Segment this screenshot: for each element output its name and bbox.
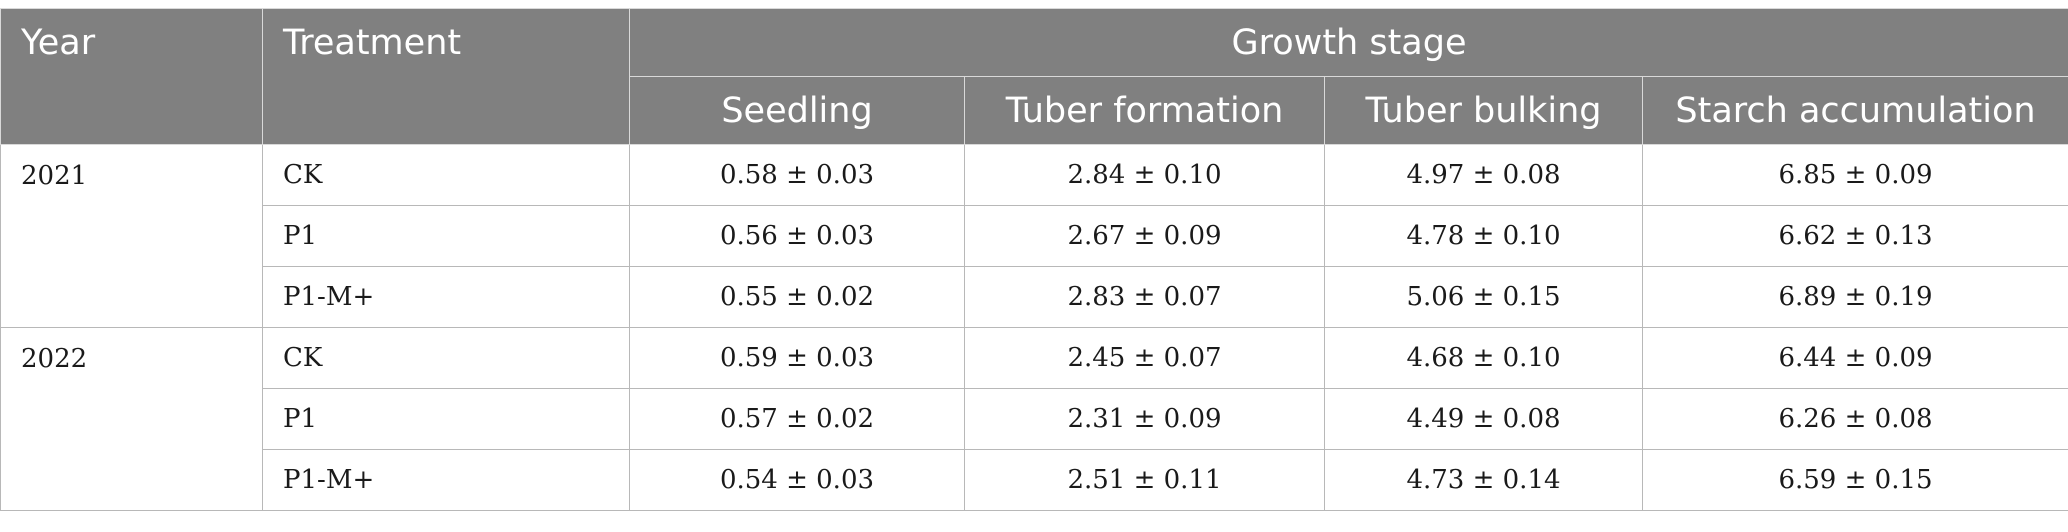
header-year: Year: [0, 8, 263, 145]
header-stage-starch-accumulation: Starch accumulation: [1641, 76, 2068, 145]
year-cell: 2022: [0, 327, 263, 511]
value-cell: 6.44 ± 0.09: [1641, 327, 2068, 389]
treatment-cell: P1-M+: [262, 449, 630, 511]
value-cell: 6.59 ± 0.15: [1641, 449, 2068, 511]
table-row: 2021 CK 0.58 ± 0.03 2.84 ± 0.10 4.97 ± 0…: [0, 144, 2068, 328]
header-treatment: Treatment: [262, 8, 630, 145]
value-cell: 0.55 ± 0.02: [629, 266, 965, 328]
table-row: 2022 CK 0.59 ± 0.03 2.45 ± 0.07 4.68 ± 0…: [0, 327, 2068, 511]
value-cell: 6.26 ± 0.08: [1641, 388, 2068, 450]
value-cell: 0.58 ± 0.03: [629, 144, 965, 206]
value-cell: 4.78 ± 0.10: [1324, 205, 1643, 267]
header-row-1: Year Treatment Growth stage: [0, 8, 2068, 145]
header-stage-tuber-bulking: Tuber bulking: [1324, 76, 1643, 145]
value-cell: 4.68 ± 0.10: [1324, 327, 1643, 389]
header-row-2: Seedling Tuber formation Tuber bulking S…: [1, 76, 2068, 145]
value-cell: 4.49 ± 0.08: [1324, 388, 1643, 450]
treatment-cell: CK: [262, 327, 630, 389]
table-body: 2021 CK 0.58 ± 0.03 2.84 ± 0.10 4.97 ± 0…: [0, 144, 2068, 511]
value-cell: 4.97 ± 0.08: [1324, 144, 1643, 206]
growth-stage-table: Year Treatment Growth stage Seedling Tub…: [0, 8, 2068, 511]
value-cell: 0.54 ± 0.03: [629, 449, 965, 511]
value-cell: 2.31 ± 0.09: [964, 388, 1325, 450]
table-row: P1 0.56 ± 0.03 2.67 ± 0.09 4.78 ± 0.10 6…: [1, 205, 2068, 267]
data-table-container: Year Treatment Growth stage Seedling Tub…: [0, 8, 2068, 511]
header-stage-tuber-formation: Tuber formation: [964, 76, 1325, 145]
value-cell: 0.59 ± 0.03: [629, 327, 965, 389]
year-cell: 2021: [0, 144, 263, 328]
table-row: P1 0.57 ± 0.02 2.31 ± 0.09 4.49 ± 0.08 6…: [1, 388, 2068, 450]
header-growth-stage: Growth stage: [628, 8, 2068, 77]
value-cell: 2.67 ± 0.09: [964, 205, 1325, 267]
value-cell: 0.57 ± 0.02: [629, 388, 965, 450]
treatment-cell: P1: [262, 205, 630, 267]
value-cell: 2.51 ± 0.11: [964, 449, 1325, 511]
value-cell: 2.83 ± 0.07: [964, 266, 1325, 328]
value-cell: 2.45 ± 0.07: [964, 327, 1325, 389]
value-cell: 6.89 ± 0.19: [1641, 266, 2068, 328]
treatment-cell: CK: [262, 144, 630, 206]
value-cell: 6.62 ± 0.13: [1641, 205, 2068, 267]
header-stage-seedling: Seedling: [629, 76, 965, 145]
value-cell: 5.06 ± 0.15: [1324, 266, 1643, 328]
value-cell: 4.73 ± 0.14: [1324, 449, 1643, 511]
table-row: P1-M+ 0.55 ± 0.02 2.83 ± 0.07 5.06 ± 0.1…: [1, 266, 2068, 328]
value-cell: 0.56 ± 0.03: [629, 205, 965, 267]
table-row: P1-M+ 0.54 ± 0.03 2.51 ± 0.11 4.73 ± 0.1…: [1, 449, 2068, 511]
treatment-cell: P1-M+: [262, 266, 630, 328]
treatment-cell: P1: [262, 388, 630, 450]
table-header: Year Treatment Growth stage Seedling Tub…: [0, 8, 2068, 145]
value-cell: 6.85 ± 0.09: [1641, 144, 2068, 206]
value-cell: 2.84 ± 0.10: [964, 144, 1325, 206]
